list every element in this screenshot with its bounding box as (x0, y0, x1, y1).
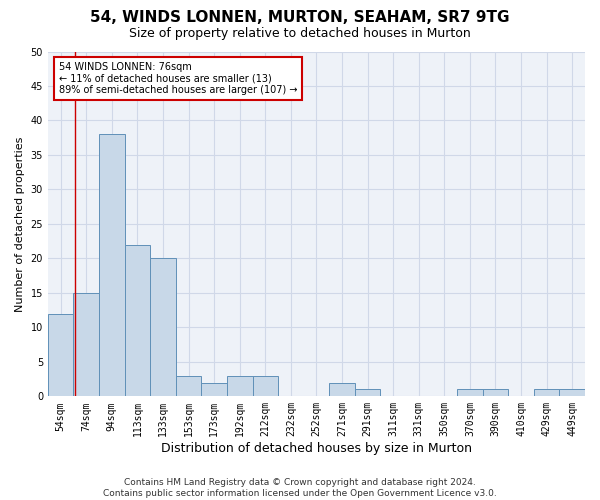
Text: 54 WINDS LONNEN: 76sqm
← 11% of detached houses are smaller (13)
89% of semi-det: 54 WINDS LONNEN: 76sqm ← 11% of detached… (59, 62, 297, 95)
Bar (457, 390, 482, 396)
Bar (125, 244, 150, 396)
Bar (355, 390, 380, 396)
Y-axis label: Number of detached properties: Number of detached properties (15, 136, 25, 312)
Text: 54, WINDS LONNEN, MURTON, SEAHAM, SR7 9TG: 54, WINDS LONNEN, MURTON, SEAHAM, SR7 9T… (90, 10, 510, 25)
Bar (176, 376, 202, 396)
Bar (534, 390, 559, 396)
Bar (99, 134, 125, 396)
Bar (559, 390, 585, 396)
Bar (73, 293, 99, 397)
Bar (227, 376, 253, 396)
X-axis label: Distribution of detached houses by size in Murton: Distribution of detached houses by size … (161, 442, 472, 455)
Bar (150, 258, 176, 396)
Bar (329, 382, 355, 396)
Bar (202, 382, 227, 396)
Text: Size of property relative to detached houses in Murton: Size of property relative to detached ho… (129, 28, 471, 40)
Bar (48, 314, 73, 396)
Bar (253, 376, 278, 396)
Bar (482, 390, 508, 396)
Text: Contains HM Land Registry data © Crown copyright and database right 2024.
Contai: Contains HM Land Registry data © Crown c… (103, 478, 497, 498)
